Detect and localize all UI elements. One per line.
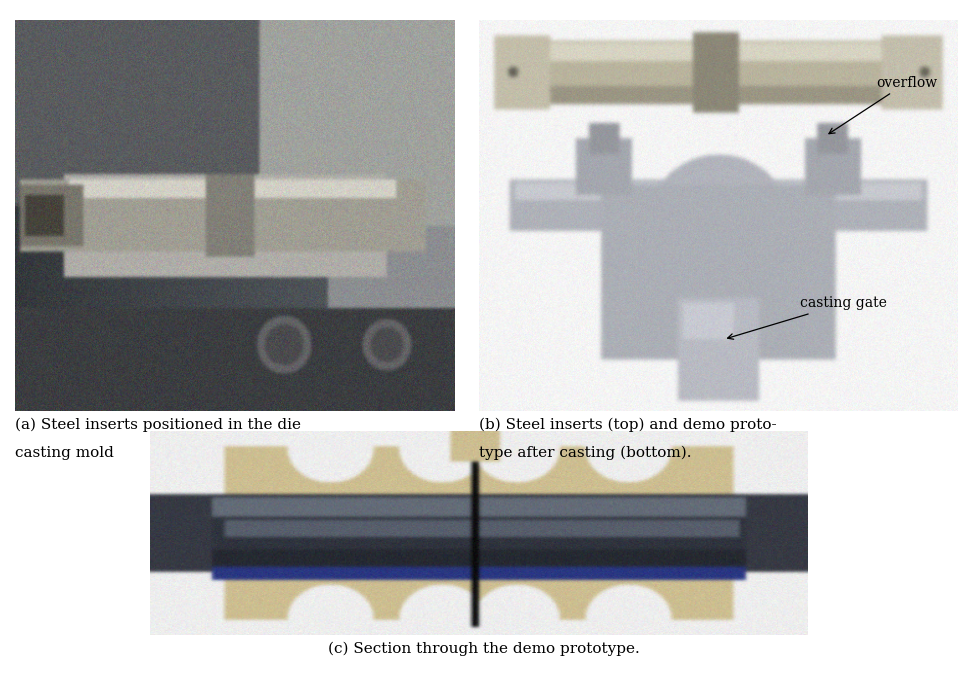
Text: (c) Section through the demo prototype.: (c) Section through the demo prototype. — [328, 642, 639, 656]
Text: (a) Steel inserts positioned in the die: (a) Steel inserts positioned in the die — [15, 418, 301, 432]
Text: type after casting (bottom).: type after casting (bottom). — [479, 446, 691, 460]
Text: (b) Steel inserts (top) and demo proto-: (b) Steel inserts (top) and demo proto- — [479, 418, 777, 432]
Text: casting mold: casting mold — [15, 446, 113, 460]
Text: casting gate: casting gate — [727, 297, 887, 340]
Text: overflow: overflow — [829, 75, 937, 134]
